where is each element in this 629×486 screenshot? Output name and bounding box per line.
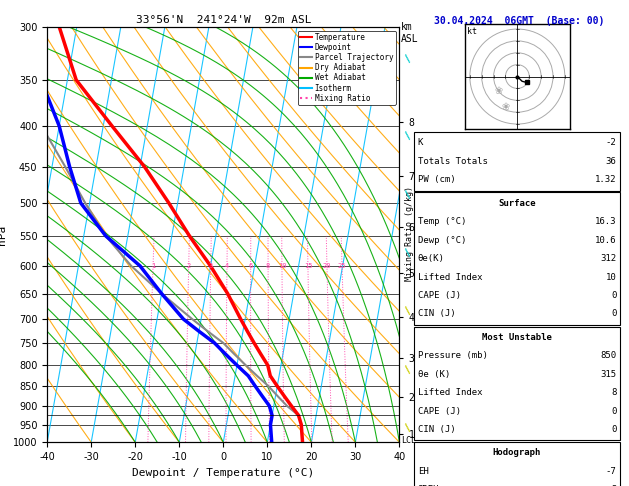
Text: CAPE (J): CAPE (J)	[418, 291, 460, 300]
Text: LCL: LCL	[401, 436, 416, 445]
Text: PW (cm): PW (cm)	[418, 175, 455, 184]
Text: Surface: Surface	[498, 199, 536, 208]
Text: kt: kt	[467, 27, 477, 36]
Text: Mixing Ratio (g/kg): Mixing Ratio (g/kg)	[405, 186, 414, 281]
Text: /: /	[404, 131, 414, 141]
Text: 312: 312	[600, 254, 616, 263]
Text: 10: 10	[606, 273, 616, 281]
Text: K: K	[418, 139, 423, 147]
Text: 16.3: 16.3	[595, 217, 616, 226]
Text: 1: 1	[151, 263, 155, 269]
Text: ❀: ❀	[494, 86, 503, 96]
Text: 2: 2	[187, 263, 191, 269]
Text: 10: 10	[278, 263, 286, 269]
Text: θe(K): θe(K)	[418, 254, 445, 263]
Title: 33°56'N  241°24'W  92m ASL: 33°56'N 241°24'W 92m ASL	[135, 15, 311, 25]
Text: 0: 0	[611, 310, 616, 318]
Text: Most Unstable: Most Unstable	[482, 333, 552, 342]
Text: /: /	[404, 190, 414, 199]
Text: 8: 8	[266, 263, 270, 269]
Text: Hodograph: Hodograph	[493, 449, 541, 457]
Text: 36: 36	[606, 157, 616, 166]
Text: /: /	[404, 364, 414, 374]
Text: 3: 3	[209, 263, 213, 269]
Text: /: /	[404, 423, 414, 433]
X-axis label: Dewpoint / Temperature (°C): Dewpoint / Temperature (°C)	[132, 468, 314, 478]
Text: km: km	[401, 22, 413, 32]
Text: ❀: ❀	[501, 103, 509, 112]
Text: /: /	[404, 53, 414, 63]
Y-axis label: hPa: hPa	[0, 225, 8, 244]
Text: /: /	[404, 248, 414, 258]
Text: Lifted Index: Lifted Index	[418, 273, 482, 281]
Text: 15: 15	[304, 263, 312, 269]
Text: 20: 20	[323, 263, 331, 269]
Text: ASL: ASL	[401, 34, 419, 44]
Text: Dewp (°C): Dewp (°C)	[418, 236, 466, 244]
Text: θe (K): θe (K)	[418, 370, 450, 379]
Legend: Temperature, Dewpoint, Parcel Trajectory, Dry Adiabat, Wet Adiabat, Isotherm, Mi: Temperature, Dewpoint, Parcel Trajectory…	[298, 31, 396, 105]
Text: 1.32: 1.32	[595, 175, 616, 184]
Text: Temp (°C): Temp (°C)	[418, 217, 466, 226]
Text: CIN (J): CIN (J)	[418, 425, 455, 434]
Text: -7: -7	[606, 467, 616, 476]
Text: 6: 6	[248, 263, 253, 269]
Text: 0: 0	[611, 425, 616, 434]
Text: 10.6: 10.6	[595, 236, 616, 244]
Text: 0: 0	[611, 291, 616, 300]
Text: -2: -2	[606, 139, 616, 147]
Text: 30.04.2024  06GMT  (Base: 00): 30.04.2024 06GMT (Base: 00)	[434, 16, 604, 26]
Text: EH: EH	[418, 467, 428, 476]
Text: 4: 4	[225, 263, 229, 269]
Text: 0: 0	[611, 407, 616, 416]
Text: 25: 25	[338, 263, 347, 269]
Text: /: /	[404, 306, 414, 316]
Text: 315: 315	[600, 370, 616, 379]
Text: Totals Totals: Totals Totals	[418, 157, 487, 166]
Text: CIN (J): CIN (J)	[418, 310, 455, 318]
Text: 8: 8	[611, 388, 616, 397]
Text: 850: 850	[600, 351, 616, 360]
Text: Pressure (mb): Pressure (mb)	[418, 351, 487, 360]
Text: CAPE (J): CAPE (J)	[418, 407, 460, 416]
Text: Lifted Index: Lifted Index	[418, 388, 482, 397]
